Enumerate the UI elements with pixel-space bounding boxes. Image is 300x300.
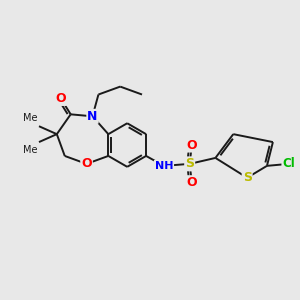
Text: N: N — [87, 110, 98, 123]
Text: Me: Me — [22, 145, 37, 155]
Text: O: O — [56, 92, 66, 105]
Text: Me: Me — [22, 113, 37, 123]
Text: O: O — [186, 176, 197, 189]
Text: NH: NH — [155, 161, 173, 171]
Text: S: S — [185, 158, 194, 170]
Text: O: O — [81, 158, 92, 170]
Text: S: S — [243, 171, 252, 184]
Text: Cl: Cl — [282, 158, 295, 170]
Text: O: O — [186, 139, 197, 152]
